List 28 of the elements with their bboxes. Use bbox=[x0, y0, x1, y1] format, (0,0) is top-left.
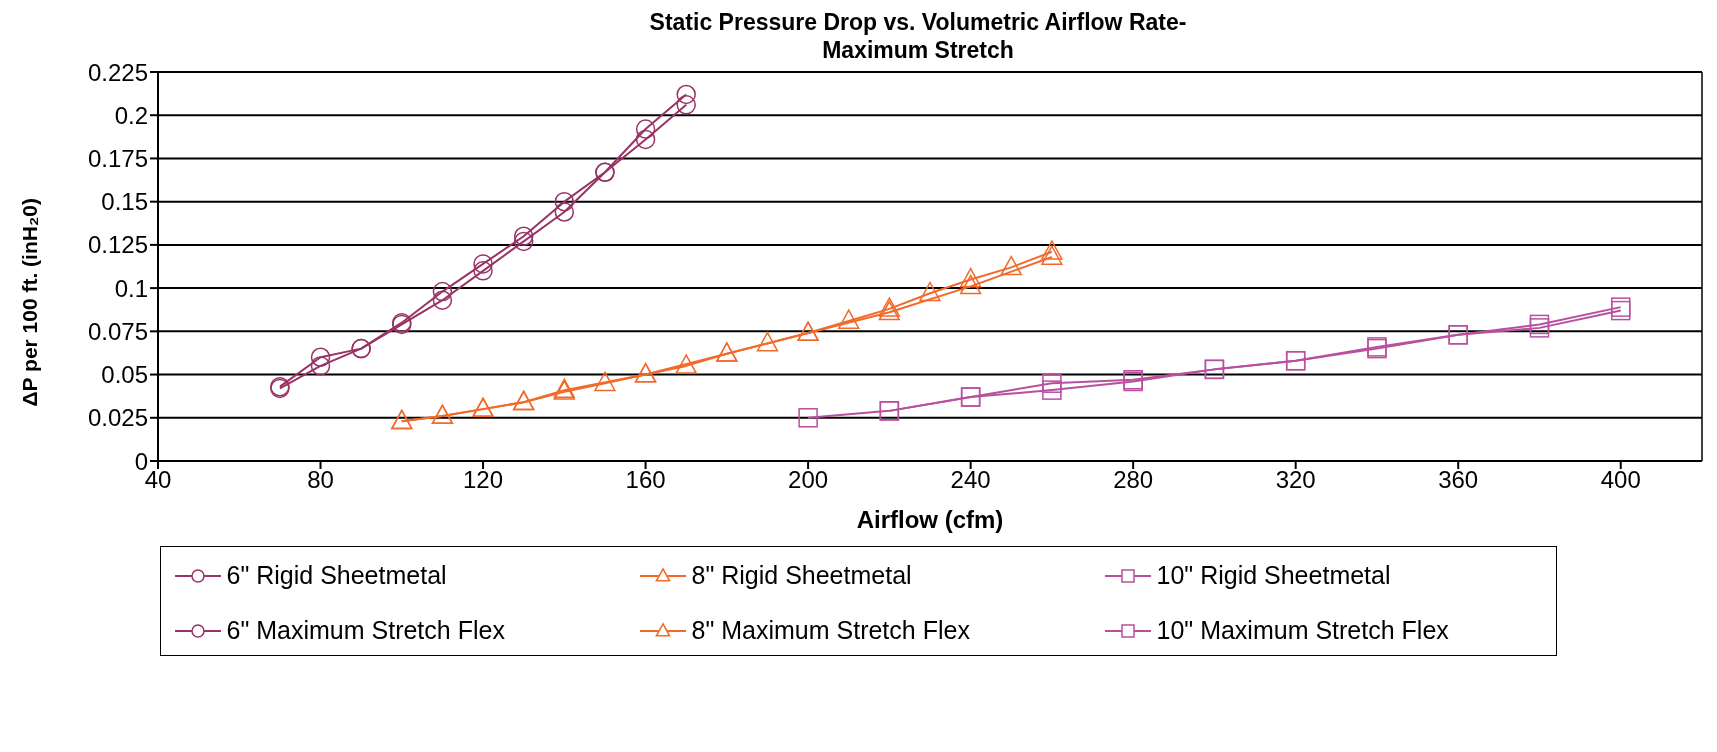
y-tick-label: 0.05 bbox=[101, 361, 148, 389]
legend-label: 10" Rigid Sheetmetal bbox=[1156, 561, 1391, 590]
x-tick-label: 280 bbox=[1113, 466, 1154, 494]
x-tick-label: 160 bbox=[625, 466, 666, 494]
legend-label: 6" Rigid Sheetmetal bbox=[226, 561, 447, 590]
x-tick-label: 120 bbox=[463, 466, 504, 494]
x-tick-label: 320 bbox=[1275, 466, 1316, 494]
y-tick-label: 0 bbox=[134, 447, 148, 475]
y-tick-label: 0.15 bbox=[101, 188, 148, 216]
x-axis-title: Airflow (cfm) bbox=[856, 506, 1004, 533]
y-tick-label: 0.1 bbox=[114, 274, 148, 302]
x-tick-label: 80 bbox=[307, 466, 334, 494]
y-tick-label: 0.225 bbox=[87, 58, 148, 86]
x-tick-label: 360 bbox=[1438, 466, 1479, 494]
y-tick-label: 0.125 bbox=[87, 231, 148, 259]
chart-title: Static Pressure Drop vs. Volumetric Airflow Rate- Maximum Stretch bbox=[648, 8, 1188, 63]
legend-label: 8" Maximum Stretch Flex bbox=[691, 616, 970, 645]
y-axis-title: ΔP per 100 ft. (inH₂0) bbox=[18, 198, 42, 407]
x-tick-label: 400 bbox=[1600, 466, 1641, 494]
y-tick-label: 0.075 bbox=[87, 317, 148, 345]
y-tick-label: 0.175 bbox=[87, 144, 148, 172]
x-tick-label: 240 bbox=[950, 466, 991, 494]
legend-label: 10" Maximum Stretch Flex bbox=[1156, 616, 1449, 645]
legend-label: 6" Maximum Stretch Flex bbox=[226, 616, 505, 645]
y-tick-label: 0.2 bbox=[114, 101, 148, 129]
x-tick-label: 200 bbox=[788, 466, 829, 494]
legend-label: 8" Rigid Sheetmetal bbox=[691, 561, 912, 590]
y-tick-label: 0.025 bbox=[87, 404, 148, 432]
